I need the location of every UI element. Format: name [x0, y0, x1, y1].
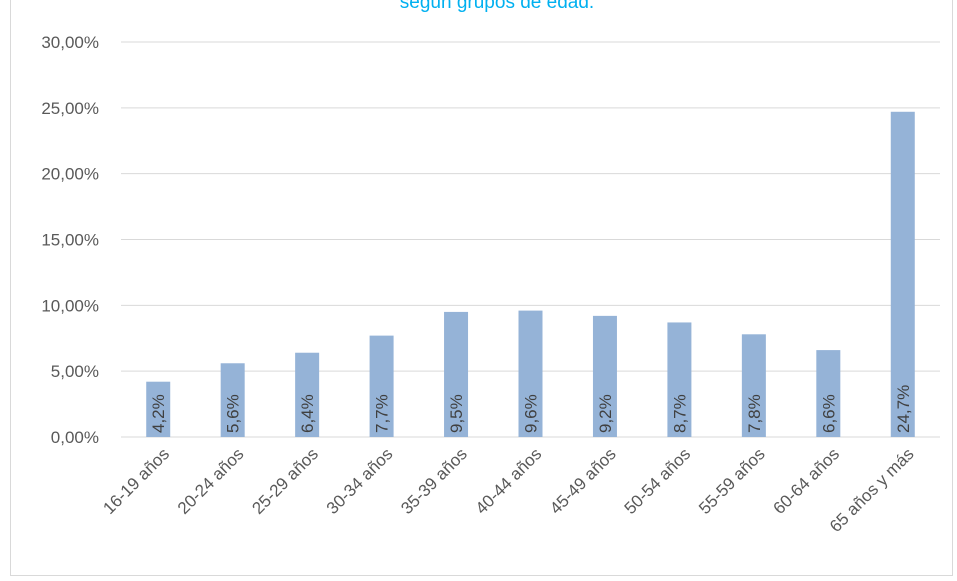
bar — [518, 310, 543, 437]
bar — [295, 352, 320, 437]
y-axis-tick-labels: 0,00% 5,00% 10,00% 15,00% 20,00% 25,00% 30,00% — [41, 33, 99, 447]
y-tick-label: 5,00% — [51, 362, 99, 381]
y-tick-label: 15,00% — [41, 231, 99, 250]
data-label: 9,5% — [447, 394, 466, 433]
bar — [667, 322, 692, 437]
data-label: 9,6% — [522, 394, 541, 433]
bar — [146, 381, 171, 437]
category-label: 50-54 años — [621, 444, 695, 518]
y-tick-label: 30,00% — [41, 33, 99, 52]
category-label: 25-29 años — [248, 444, 322, 518]
data-label: 6,6% — [819, 394, 838, 433]
chart-title: según grupos de edad. — [400, 0, 594, 13]
data-label: 4,2% — [149, 394, 168, 433]
y-tick-label: 0,00% — [51, 428, 99, 447]
y-tick-label: 10,00% — [41, 296, 99, 315]
bar — [741, 334, 766, 437]
category-label: 40-44 años — [472, 444, 546, 518]
category-label: 20-24 años — [174, 444, 248, 518]
bar — [592, 315, 617, 437]
category-label: 35-39 años — [397, 444, 471, 518]
bar — [816, 350, 841, 437]
category-label: 55-59 años — [695, 444, 769, 518]
y-tick-label: 25,00% — [41, 99, 99, 118]
data-label: 5,6% — [224, 394, 243, 433]
bar — [890, 111, 915, 438]
category-label: 60-64 años — [770, 444, 844, 518]
bar — [220, 363, 245, 437]
category-label: 16-19 años — [99, 444, 173, 518]
data-label: 6,4% — [298, 394, 317, 433]
data-label: 7,8% — [745, 394, 764, 433]
data-label: 7,7% — [373, 394, 392, 433]
data-label: 9,2% — [596, 394, 615, 433]
bar — [444, 311, 469, 437]
data-label: 24,7% — [894, 385, 913, 433]
bar — [369, 335, 394, 437]
bars: 4,2% 5,6% 6,4% 7,7% 9,5% 9,6% 9,2% 8,7% 7,8% 6,6%… — [146, 111, 915, 438]
x-axis-category-labels: 16-19 años 20-24 años 25-29 años 30-34 años… — [99, 444, 917, 536]
data-label: 8,7% — [670, 394, 689, 433]
chart-frame — [10, 0, 953, 576]
category-label: 45-49 años — [546, 444, 620, 518]
category-label: 30-34 años — [323, 444, 397, 518]
y-tick-label: 20,00% — [41, 165, 99, 184]
